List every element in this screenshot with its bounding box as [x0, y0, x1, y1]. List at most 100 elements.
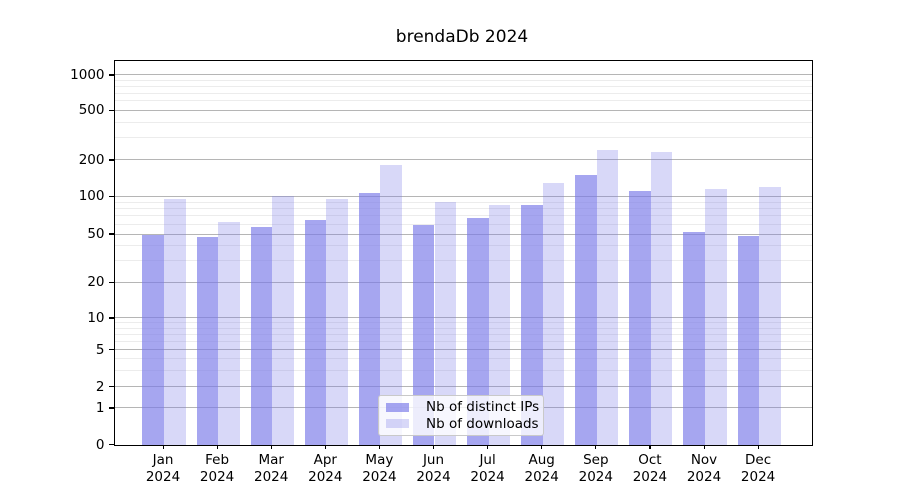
gridline-minor-6 [114, 340, 812, 342]
legend-swatch-distinct-ips [386, 402, 409, 412]
x-tick-label-jul: Jul 2024 [470, 451, 505, 485]
y-tick-50 [109, 233, 114, 235]
x-tick-jan [162, 444, 164, 450]
gridline-minor-300 [114, 137, 812, 139]
x-tick-apr [324, 444, 326, 450]
gridline-minor-70 [114, 215, 812, 217]
x-tick-nov [703, 444, 705, 450]
y-tick-500 [109, 109, 114, 111]
gridline-minor-8 [114, 327, 812, 329]
bar-ips-nov [683, 231, 705, 445]
y-tick-label-50: 50 [87, 225, 105, 242]
y-tick-label-1: 1 [95, 399, 105, 416]
bar-downloads-sep [596, 150, 619, 445]
x-tick-sep [595, 444, 597, 450]
x-tick-label-oct: Oct 2024 [632, 451, 668, 485]
y-tick-100 [109, 195, 114, 198]
y-tick-label-200: 200 [78, 151, 105, 168]
x-tick-mar [270, 444, 272, 450]
gridline-minor-60 [114, 223, 812, 225]
gridline-major-100 [114, 195, 812, 197]
bar-downloads-feb [218, 222, 240, 445]
plot-area [113, 59, 813, 446]
x-tick-dec [757, 444, 759, 450]
y-tick-label-500: 500 [78, 102, 105, 119]
x-tick-label-feb: Feb 2024 [199, 451, 235, 485]
y-tick-label-100: 100 [78, 188, 105, 205]
gridline-minor-90 [114, 201, 812, 203]
gridline-minor-7 [114, 333, 812, 335]
bar-ips-jul [467, 218, 489, 445]
bar-downloads-may [380, 165, 402, 445]
x-tick-label-apr: Apr 2024 [308, 451, 343, 485]
bar-ips-oct [629, 191, 651, 445]
gridline-minor-80 [114, 208, 812, 210]
legend-swatch-downloads [386, 419, 409, 429]
gridline-major-50 [114, 233, 812, 235]
bar-downloads-nov [705, 189, 727, 445]
y-tick-20 [109, 281, 114, 283]
gridline-major-10 [114, 317, 812, 319]
gridline-major-5 [114, 349, 812, 351]
y-tick-label-5: 5 [95, 341, 105, 358]
bar-downloads-jul [488, 204, 511, 445]
y-tick-10 [109, 317, 114, 319]
legend-label-downloads: Nb of downloads [426, 415, 539, 432]
bar-downloads-mar [272, 196, 294, 445]
x-tick-jun [433, 444, 435, 450]
gridline-major-2 [114, 386, 812, 388]
bar-ips-mar [250, 226, 273, 445]
y-tick-label-0: 0 [95, 436, 105, 453]
x-tick-label-may: May 2024 [362, 451, 397, 485]
bar-downloads-aug [542, 183, 565, 445]
legend-item-downloads: Nb of downloads [386, 415, 539, 432]
bar-downloads-jun [434, 201, 457, 445]
x-tick-aug [541, 444, 543, 450]
x-tick-oct [649, 444, 651, 450]
y-tick-label-2: 2 [95, 378, 105, 395]
bar-ips-jan [142, 235, 164, 445]
bar-ips-apr [304, 219, 327, 445]
y-tick-2 [109, 386, 114, 388]
x-tick-label-dec: Dec 2024 [740, 451, 776, 485]
gridline-minor-40 [114, 245, 812, 247]
gridline-major-200 [114, 159, 812, 161]
gridline-major-500 [114, 109, 812, 111]
y-tick-label-10: 10 [87, 309, 105, 326]
bar-ips-dec [737, 236, 760, 445]
x-tick-feb [216, 444, 218, 450]
gridline-major-20 [114, 281, 812, 283]
bar-downloads-oct [650, 151, 673, 445]
gridline-minor-400 [114, 121, 812, 123]
bar-ips-aug [521, 204, 543, 445]
gridline-minor-9 [114, 322, 812, 324]
gridline-minor-30 [114, 260, 812, 262]
x-tick-jul [487, 444, 489, 450]
x-tick-label-aug: Aug 2024 [524, 451, 559, 485]
bar-ips-feb [196, 237, 219, 445]
bar-ips-jun [412, 225, 435, 445]
x-tick-label-mar: Mar 2024 [254, 451, 289, 485]
y-tick-label-1000: 1000 [70, 66, 105, 83]
gridline-minor-700 [114, 92, 812, 94]
chart-title: brendaDb 2024 [395, 27, 529, 47]
bar-downloads-apr [326, 199, 348, 445]
y-tick-1 [109, 407, 114, 409]
legend: Nb of distinct IPs Nb of downloads [378, 395, 544, 436]
gridline-minor-800 [114, 85, 812, 87]
y-tick-label-20: 20 [87, 274, 105, 291]
bar-ips-may [358, 192, 381, 445]
x-tick-may [378, 444, 381, 450]
x-tick-label-sep: Sep 2024 [578, 451, 613, 485]
legend-item-distinct-ips: Nb of distinct IPs [386, 399, 540, 416]
bar-downloads-dec [759, 186, 781, 445]
bar-ips-sep [575, 174, 597, 445]
y-tick-200 [109, 159, 114, 161]
y-tick-5 [109, 349, 114, 351]
gridline-major-1000 [114, 74, 812, 76]
legend-label-distinct-ips: Nb of distinct IPs [426, 399, 540, 416]
y-tick-1000 [109, 74, 114, 76]
gridline-minor-4 [114, 358, 812, 360]
gridline-minor-3 [114, 369, 812, 371]
gridline-minor-600 [114, 100, 812, 102]
